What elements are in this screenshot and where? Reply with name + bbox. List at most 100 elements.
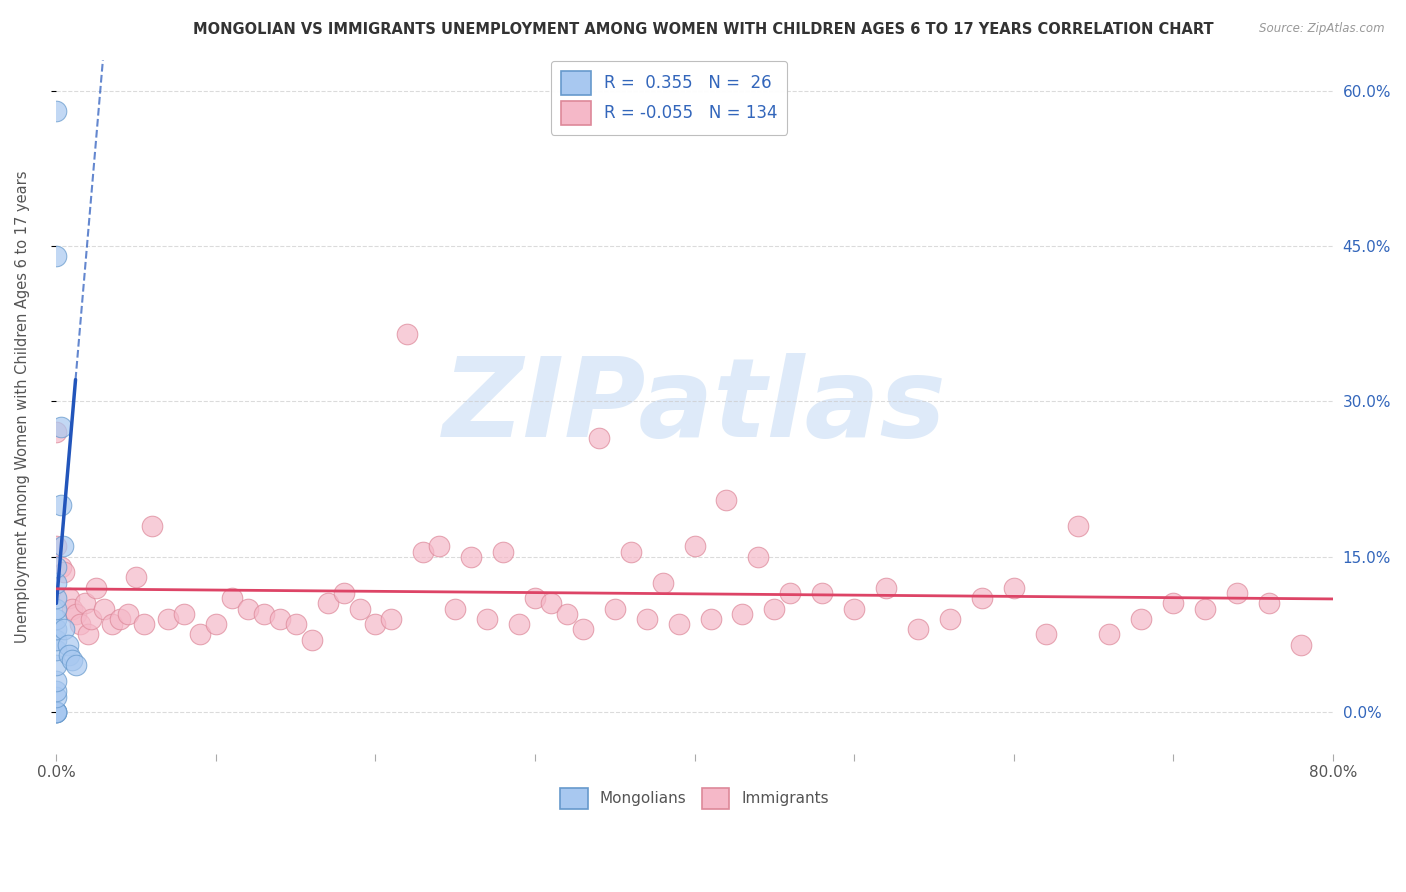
Point: [45, 705, 67, 719]
Point: [396, 327, 419, 342]
Point: [284, 617, 307, 632]
Point: [1098, 627, 1121, 641]
Point: [1130, 612, 1153, 626]
Point: [1002, 581, 1025, 595]
Point: [1035, 627, 1057, 641]
Point: [51, 420, 73, 434]
Point: [205, 617, 228, 632]
Point: [1066, 518, 1088, 533]
Point: [779, 586, 801, 600]
Point: [588, 431, 610, 445]
Point: [716, 492, 738, 507]
Point: [45, 560, 67, 574]
Point: [45, 705, 67, 719]
Point: [555, 607, 578, 621]
Point: [65, 658, 87, 673]
Point: [45, 249, 67, 263]
Point: [875, 581, 897, 595]
Y-axis label: Unemployment Among Women with Children Ages 6 to 17 years: Unemployment Among Women with Children A…: [15, 170, 30, 643]
Point: [45, 705, 67, 719]
Point: [101, 617, 124, 632]
Point: [45, 622, 67, 636]
Point: [45, 612, 67, 626]
Point: [269, 612, 291, 626]
Point: [236, 601, 259, 615]
Point: [69, 617, 91, 632]
Point: [117, 607, 139, 621]
Point: [51, 560, 73, 574]
Point: [540, 596, 562, 610]
Point: [45, 425, 67, 440]
Point: [1289, 638, 1312, 652]
Point: [53, 622, 76, 636]
Text: ZIPatlas: ZIPatlas: [443, 353, 946, 460]
Point: [1161, 596, 1184, 610]
Point: [668, 617, 690, 632]
Text: MONGOLIAN VS IMMIGRANTS UNEMPLOYMENT AMONG WOMEN WITH CHILDREN AGES 6 TO 17 YEAR: MONGOLIAN VS IMMIGRANTS UNEMPLOYMENT AMO…: [193, 22, 1213, 37]
Point: [1258, 596, 1281, 610]
Point: [45, 643, 67, 657]
Point: [636, 612, 658, 626]
Point: [60, 653, 83, 667]
Point: [45, 673, 67, 688]
Point: [93, 601, 115, 615]
Point: [58, 591, 80, 606]
Point: [492, 544, 515, 558]
Point: [45, 632, 67, 647]
Point: [811, 586, 834, 600]
Point: [332, 586, 354, 600]
Point: [1194, 601, 1216, 615]
Point: [221, 591, 243, 606]
Point: [45, 684, 67, 698]
Point: [524, 591, 547, 606]
Point: [65, 607, 87, 621]
Point: [316, 596, 339, 610]
Point: [134, 617, 156, 632]
Point: [907, 622, 929, 636]
Point: [60, 601, 83, 615]
Point: [747, 549, 769, 564]
Point: [253, 607, 276, 621]
Point: [508, 617, 530, 632]
Point: [763, 601, 786, 615]
Point: [301, 632, 323, 647]
Point: [141, 518, 163, 533]
Point: [699, 612, 721, 626]
Point: [970, 591, 993, 606]
Point: [620, 544, 643, 558]
Point: [157, 612, 180, 626]
Point: [460, 549, 482, 564]
Point: [939, 612, 962, 626]
Point: [75, 596, 97, 610]
Text: Source: ZipAtlas.com: Source: ZipAtlas.com: [1260, 22, 1385, 36]
Point: [45, 575, 67, 590]
Point: [349, 601, 371, 615]
Point: [45, 658, 67, 673]
Point: [444, 601, 467, 615]
Point: [572, 622, 595, 636]
Point: [45, 104, 67, 119]
Point: [842, 601, 865, 615]
Point: [188, 627, 211, 641]
Point: [603, 601, 626, 615]
Point: [45, 690, 67, 704]
Point: [45, 705, 67, 719]
Point: [45, 540, 67, 554]
Point: [58, 648, 80, 662]
Point: [731, 607, 754, 621]
Point: [84, 581, 107, 595]
Point: [173, 607, 195, 621]
Point: [45, 601, 67, 615]
Point: [380, 612, 402, 626]
Point: [52, 540, 75, 554]
Point: [427, 540, 450, 554]
Point: [412, 544, 434, 558]
Point: [77, 627, 100, 641]
Point: [125, 570, 148, 584]
Point: [364, 617, 387, 632]
Point: [45, 591, 67, 606]
Point: [56, 638, 79, 652]
Point: [80, 612, 103, 626]
Point: [108, 612, 131, 626]
Point: [1226, 586, 1249, 600]
